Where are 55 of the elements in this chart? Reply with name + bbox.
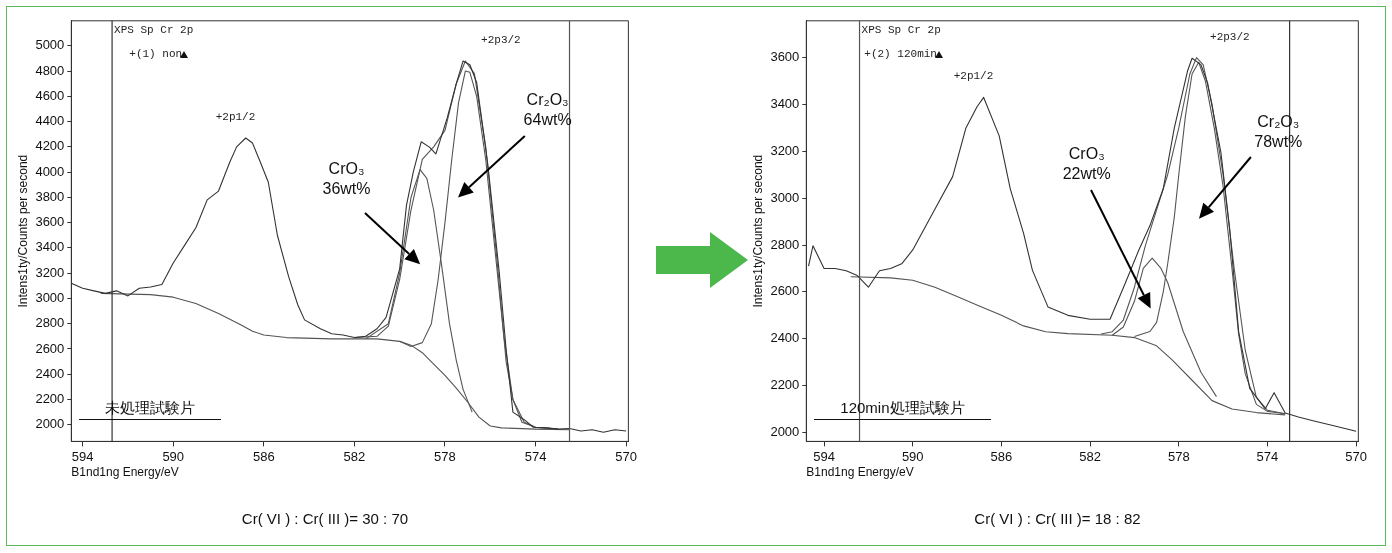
x-tick-label: 590 bbox=[162, 448, 185, 464]
x-tick-label: 574 bbox=[1256, 448, 1279, 464]
x-tick-label: 570 bbox=[615, 448, 637, 464]
x-tick-label: 578 bbox=[1167, 448, 1190, 464]
y-axis-title: Intens1ty/Counts per second bbox=[15, 154, 30, 308]
x-tick-label: 578 bbox=[434, 448, 456, 464]
y-tick-label: 2600 bbox=[35, 340, 65, 356]
y-tick-label: 4200 bbox=[35, 138, 65, 154]
annotation: +2p3/2 bbox=[481, 33, 521, 46]
y-tick-label: 3400 bbox=[770, 96, 800, 112]
y-tick-label: 4400 bbox=[35, 113, 65, 129]
y-tick-label: 3000 bbox=[35, 290, 65, 305]
y-tick-label: 3800 bbox=[35, 188, 65, 204]
y-tick-label: 3400 bbox=[35, 239, 65, 255]
y-tick-label: 3000 bbox=[770, 189, 800, 205]
y-tick-label: 2600 bbox=[770, 283, 800, 299]
chart-title: XPS Sp Cr 2p bbox=[114, 23, 194, 36]
x-tick-label: 582 bbox=[1079, 448, 1101, 464]
x-tick-label: 574 bbox=[524, 448, 547, 464]
y-tick-label: 3200 bbox=[770, 142, 800, 158]
x-tick-label: 594 bbox=[71, 448, 94, 464]
text: +(1) non bbox=[129, 47, 183, 60]
y-tick-label: 4800 bbox=[35, 62, 65, 78]
chart-title: XPS Sp Cr 2p bbox=[861, 23, 941, 36]
text: +(2) 120min bbox=[864, 47, 937, 60]
x-tick-label: 586 bbox=[990, 448, 1013, 464]
y-tick-label: 2000 bbox=[35, 416, 65, 432]
x-tick-label: 594 bbox=[813, 448, 835, 464]
annotation: +2p3/2 bbox=[1210, 31, 1250, 44]
y-axis-title: Intens1ty/Counts per second bbox=[750, 154, 765, 308]
text: Cr( VI ) : Cr( III )= 30 : 70 bbox=[240, 510, 410, 527]
y-tick-label: 4600 bbox=[35, 87, 65, 103]
x-axis-title: B1nd1ng Energy/eV bbox=[71, 465, 179, 480]
y-tick-label: 3600 bbox=[35, 214, 65, 230]
x-tick-label: 570 bbox=[1345, 448, 1367, 464]
y-tick-label: 2400 bbox=[35, 365, 65, 381]
y-tick-label: 2000 bbox=[770, 424, 800, 440]
annotation: CrO₃ 22wt% bbox=[1062, 144, 1111, 185]
y-tick-label: 2800 bbox=[770, 236, 800, 252]
x-tick-label: 590 bbox=[901, 448, 924, 464]
y-tick-label: 2200 bbox=[770, 377, 800, 393]
annotation: +2p1/2 bbox=[953, 70, 994, 83]
y-tick-label: 4000 bbox=[35, 163, 65, 179]
annotation: +2p1/2 bbox=[215, 111, 256, 124]
y-tick-label: 2800 bbox=[35, 315, 65, 331]
y-tick-label: 2400 bbox=[770, 330, 800, 346]
x-tick-label: 586 bbox=[252, 448, 275, 464]
y-tick-label: 5000 bbox=[35, 37, 65, 53]
y-tick-label: 2200 bbox=[35, 391, 65, 407]
x-tick-label: 582 bbox=[343, 448, 366, 464]
text: Cr( VI ) : Cr( III )= 18 : 82 bbox=[973, 510, 1142, 527]
y-tick-label: 3600 bbox=[770, 49, 800, 65]
annotation: CrO₃ 36wt% bbox=[322, 159, 371, 200]
y-tick-label: 3200 bbox=[35, 264, 65, 280]
x-axis-title: B1nd1ng Energy/eV bbox=[806, 465, 914, 480]
